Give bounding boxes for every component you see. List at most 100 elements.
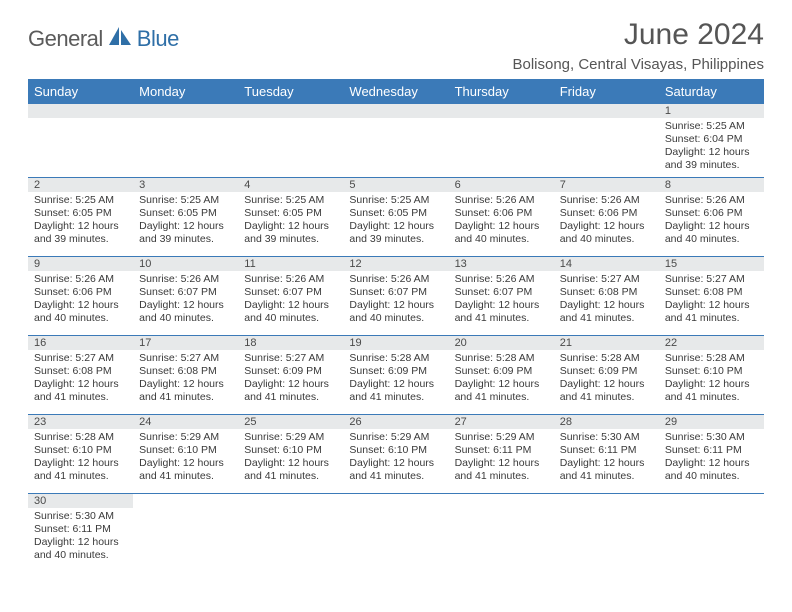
weekday-col: Sunday [28, 79, 133, 104]
day-number: 24 [133, 415, 238, 429]
calendar-week-row: 1Sunrise: 5:25 AMSunset: 6:04 PMDaylight… [28, 104, 764, 177]
daylight-label: Daylight: 12 hours and 41 minutes. [349, 457, 442, 483]
daylight-label: Daylight: 12 hours and 40 minutes. [560, 220, 653, 246]
day-number: 7 [554, 178, 659, 192]
calendar-day-cell: 19Sunrise: 5:28 AMSunset: 6:09 PMDayligh… [343, 335, 448, 414]
sunset-label: Sunset: 6:05 PM [349, 207, 442, 220]
sunset-label: Sunset: 6:05 PM [34, 207, 127, 220]
calendar-day-cell: 12Sunrise: 5:26 AMSunset: 6:07 PMDayligh… [343, 256, 448, 335]
day-details: Sunrise: 5:25 AMSunset: 6:05 PMDaylight:… [139, 194, 232, 247]
day-details: Sunrise: 5:27 AMSunset: 6:08 PMDaylight:… [139, 352, 232, 405]
calendar-day-cell [449, 493, 554, 572]
sunrise-label: Sunrise: 5:26 AM [349, 273, 442, 286]
sunrise-label: Sunrise: 5:27 AM [560, 273, 653, 286]
calendar-day-cell: 20 Sunrise: 5:28 AMSunset: 6:09 PMDayligh… [449, 335, 554, 414]
sunset-label: Sunset: 6:10 PM [665, 365, 758, 378]
day-number: 8 [659, 178, 764, 192]
day-details: Sunrise: 5:26 AMSunset: 6:06 PMDaylight:… [665, 194, 758, 247]
calendar-day-cell [449, 104, 554, 177]
sunrise-label: Sunrise: 5:26 AM [34, 273, 127, 286]
weekday-col: Tuesday [238, 79, 343, 104]
empty-day-bar [449, 104, 554, 118]
weekday-col: Thursday [449, 79, 554, 104]
sunrise-label: Sunrise: 5:29 AM [455, 431, 548, 444]
calendar-day-cell: 30Sunrise: 5:30 AMSunset: 6:11 PMDayligh… [28, 493, 133, 572]
daylight-label: Daylight: 12 hours and 39 minutes. [665, 146, 758, 172]
calendar-day-cell [554, 493, 659, 572]
sunrise-label: Sunrise: 5:26 AM [139, 273, 232, 286]
sunrise-label: Sunrise: 5:30 AM [560, 431, 653, 444]
day-number: 14 [554, 257, 659, 271]
weekday-col: Friday [554, 79, 659, 104]
sunset-label: Sunset: 6:10 PM [349, 444, 442, 457]
daylight-label: Daylight: 12 hours and 41 minutes. [34, 378, 127, 404]
sunset-label: Sunset: 6:05 PM [244, 207, 337, 220]
calendar-day-cell: 8 Sunrise: 5:26 AMSunset: 6:06 PMDaylight… [659, 177, 764, 256]
sunrise-label: Sunrise: 5:26 AM [244, 273, 337, 286]
calendar-week-row: 23Sunrise: 5:28 AMSunset: 6:10 PMDayligh… [28, 414, 764, 493]
day-details: Sunrise: 5:28 AMSunset: 6:09 PMDaylight:… [455, 352, 548, 405]
day-details: Sunrise: 5:26 AMSunset: 6:07 PMDaylight:… [455, 273, 548, 326]
sunset-label: Sunset: 6:08 PM [34, 365, 127, 378]
day-number: 4 [238, 178, 343, 192]
day-number: 15 [659, 257, 764, 271]
day-number: 28 [554, 415, 659, 429]
sunset-label: Sunset: 6:08 PM [560, 286, 653, 299]
brand-logo: General Blue [28, 26, 179, 52]
calendar-day-cell [343, 104, 448, 177]
day-details: Sunrise: 5:29 AMSunset: 6:10 PMDaylight:… [349, 431, 442, 484]
calendar-day-cell: 24Sunrise: 5:29 AMSunset: 6:10 PMDayligh… [133, 414, 238, 493]
day-number: 10 [133, 257, 238, 271]
sunrise-label: Sunrise: 5:28 AM [34, 431, 127, 444]
sunrise-label: Sunrise: 5:26 AM [665, 194, 758, 207]
sunrise-label: Sunrise: 5:30 AM [34, 510, 127, 523]
sunrise-label: Sunrise: 5:25 AM [349, 194, 442, 207]
sunset-label: Sunset: 6:06 PM [34, 286, 127, 299]
weekday-header-row: Sunday Monday Tuesday Wednesday Thursday… [28, 79, 764, 104]
daylight-label: Daylight: 12 hours and 41 minutes. [560, 378, 653, 404]
sunset-label: Sunset: 6:09 PM [455, 365, 548, 378]
sunrise-label: Sunrise: 5:25 AM [244, 194, 337, 207]
sunset-label: Sunset: 6:11 PM [34, 523, 127, 536]
calendar-page: General Blue June 2024 Bolisong, Central… [0, 0, 792, 582]
daylight-label: Daylight: 12 hours and 41 minutes. [455, 457, 548, 483]
daylight-label: Daylight: 12 hours and 41 minutes. [665, 299, 758, 325]
calendar-day-cell: 7 Sunrise: 5:26 AMSunset: 6:06 PMDaylight… [554, 177, 659, 256]
sunset-label: Sunset: 6:10 PM [34, 444, 127, 457]
day-details: Sunrise: 5:30 AMSunset: 6:11 PMDaylight:… [560, 431, 653, 484]
day-details: Sunrise: 5:25 AMSunset: 6:05 PMDaylight:… [34, 194, 127, 247]
day-details: Sunrise: 5:27 AMSunset: 6:08 PMDaylight:… [560, 273, 653, 326]
day-number: 17 [133, 336, 238, 350]
sunset-label: Sunset: 6:10 PM [244, 444, 337, 457]
sunrise-label: Sunrise: 5:25 AM [34, 194, 127, 207]
daylight-label: Daylight: 12 hours and 40 minutes. [665, 457, 758, 483]
day-number: 13 [449, 257, 554, 271]
day-details: Sunrise: 5:30 AMSunset: 6:11 PMDaylight:… [665, 431, 758, 484]
day-number: 29 [659, 415, 764, 429]
day-details: Sunrise: 5:27 AMSunset: 6:08 PMDaylight:… [665, 273, 758, 326]
sunset-label: Sunset: 6:06 PM [665, 207, 758, 220]
sunrise-label: Sunrise: 5:29 AM [349, 431, 442, 444]
sunset-label: Sunset: 6:08 PM [139, 365, 232, 378]
calendar-day-cell: 3Sunrise: 5:25 AMSunset: 6:05 PMDaylight… [133, 177, 238, 256]
day-number: 18 [238, 336, 343, 350]
sunset-label: Sunset: 6:06 PM [455, 207, 548, 220]
day-details: Sunrise: 5:26 AMSunset: 6:06 PMDaylight:… [560, 194, 653, 247]
sunset-label: Sunset: 6:05 PM [139, 207, 232, 220]
calendar-day-cell: 25Sunrise: 5:29 AMSunset: 6:10 PMDayligh… [238, 414, 343, 493]
daylight-label: Daylight: 12 hours and 41 minutes. [349, 378, 442, 404]
daylight-label: Daylight: 12 hours and 41 minutes. [560, 457, 653, 483]
day-number: 21 [554, 336, 659, 350]
calendar-day-cell: 28 Sunrise: 5:30 AMSunset: 6:11 PMDayligh… [554, 414, 659, 493]
calendar-day-cell [133, 493, 238, 572]
day-number: 9 [28, 257, 133, 271]
calendar-day-cell: 23Sunrise: 5:28 AMSunset: 6:10 PMDayligh… [28, 414, 133, 493]
sunset-label: Sunset: 6:04 PM [665, 133, 758, 146]
daylight-label: Daylight: 12 hours and 40 minutes. [34, 299, 127, 325]
day-number: 20 [449, 336, 554, 350]
day-details: Sunrise: 5:28 AMSunset: 6:10 PMDaylight:… [665, 352, 758, 405]
calendar-day-cell: 4Sunrise: 5:25 AMSunset: 6:05 PMDaylight… [238, 177, 343, 256]
sunset-label: Sunset: 6:09 PM [244, 365, 337, 378]
daylight-label: Daylight: 12 hours and 40 minutes. [349, 299, 442, 325]
calendar-day-cell: 29 Sunrise: 5:30 AMSunset: 6:11 PMDayligh… [659, 414, 764, 493]
